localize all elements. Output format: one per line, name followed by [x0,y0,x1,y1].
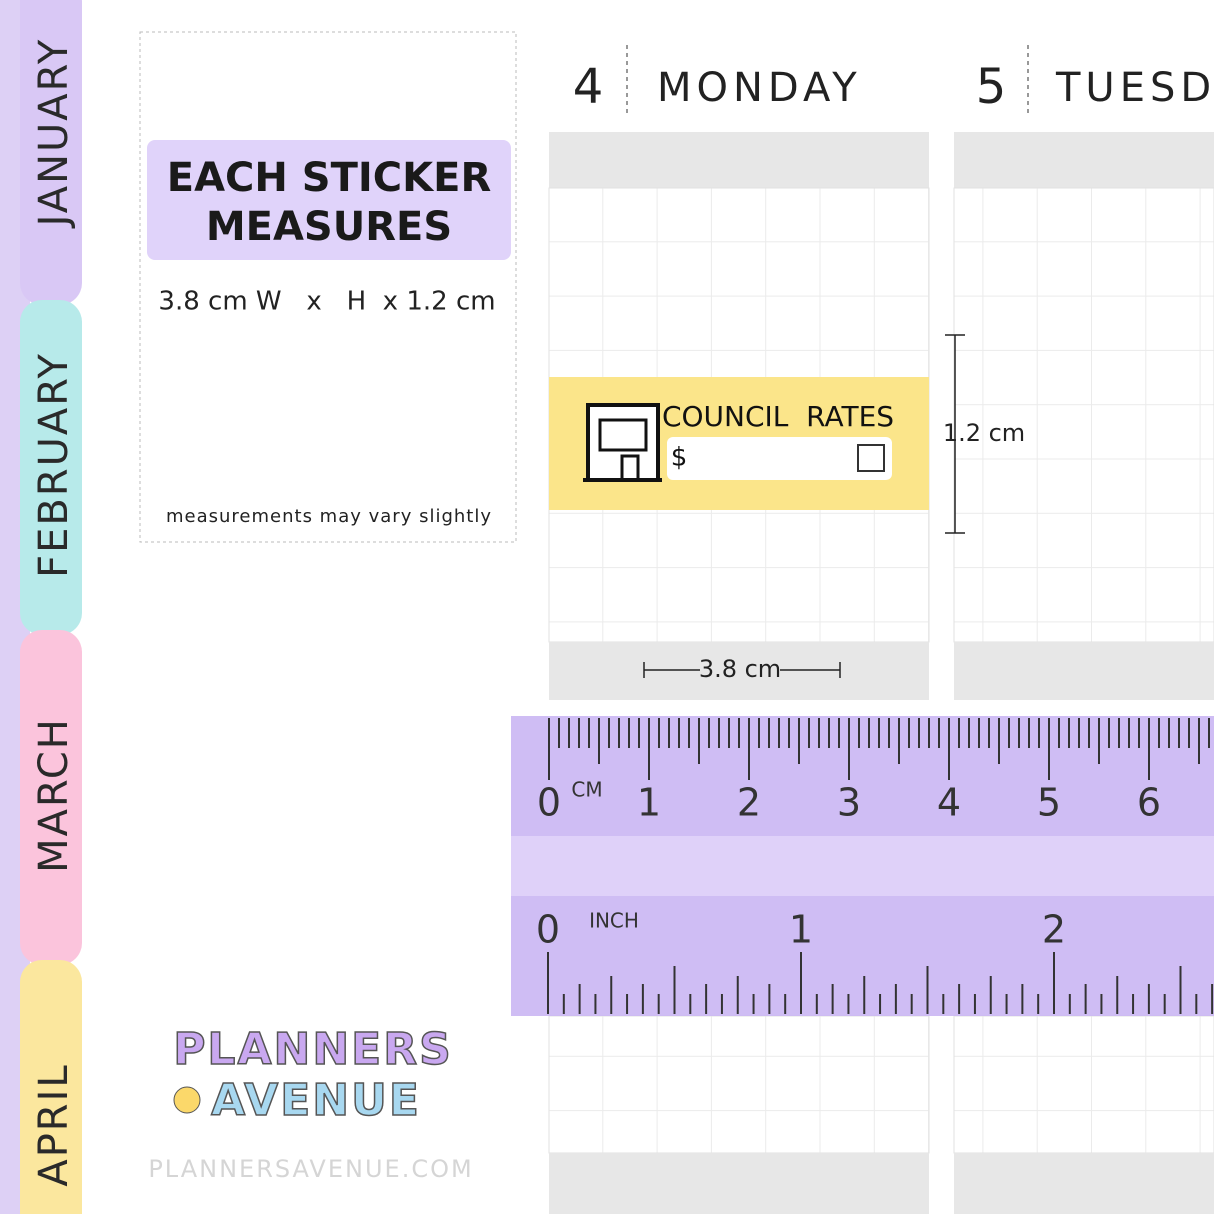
info-box [139,31,517,543]
tab[interactable] [20,0,82,305]
day-name: MONDAY [657,65,862,111]
website: PLANNERSAVENUE.COM [148,1155,473,1183]
ruler-ticks [547,718,1214,1014]
logo: AVENUE [211,1075,421,1126]
dimension-label: 1.2 cm [943,419,1025,447]
planner-column [548,132,930,1214]
ruler-label: 2 [737,781,761,825]
tab-label: FEBRUARY [31,352,77,578]
ruler-label: 1 [637,781,661,825]
ruler-label: 5 [1037,781,1061,825]
ruler-band [511,836,1214,896]
tab-label: APRIL [31,1063,77,1186]
ruler-label: 2 [1042,908,1066,952]
info-note: measurements may vary slightly [166,506,492,527]
ruler-label: 0 [536,908,560,952]
info-size: 3.8 cm W x H x 1.2 cm [158,287,495,317]
tab[interactable] [20,630,82,965]
tab-label: JANUARY [31,38,77,230]
ruler-unit: INCH [589,909,639,933]
info-banner [147,140,511,260]
day-number: 5 [976,59,1007,115]
ruler-label: 3 [837,781,861,825]
ruler-unit: CM [571,778,602,802]
ruler-label: 6 [1137,781,1161,825]
tab[interactable] [20,300,82,635]
ruler-label: 0 [537,781,561,825]
info-title: EACH STICKER [167,155,492,201]
sticker [549,377,929,510]
dimension-label: 3.8 cm [699,655,781,683]
tab[interactable] [20,960,82,1214]
sticker-label: COUNCIL RATES [662,400,894,433]
sticker-currency: $ [671,443,688,473]
day-number: 4 [573,59,604,115]
ruler-label: 1 [789,908,813,952]
info-title: MEASURES [206,204,452,250]
dimension-arrow [643,334,965,678]
ruler-label: 4 [937,781,961,825]
day-name: TUESD [1055,65,1214,111]
planner-column [953,132,1214,1214]
tab-label: MARCH [31,717,77,873]
logo-sun [173,1086,201,1114]
logo: PLANNERS [173,1024,453,1075]
